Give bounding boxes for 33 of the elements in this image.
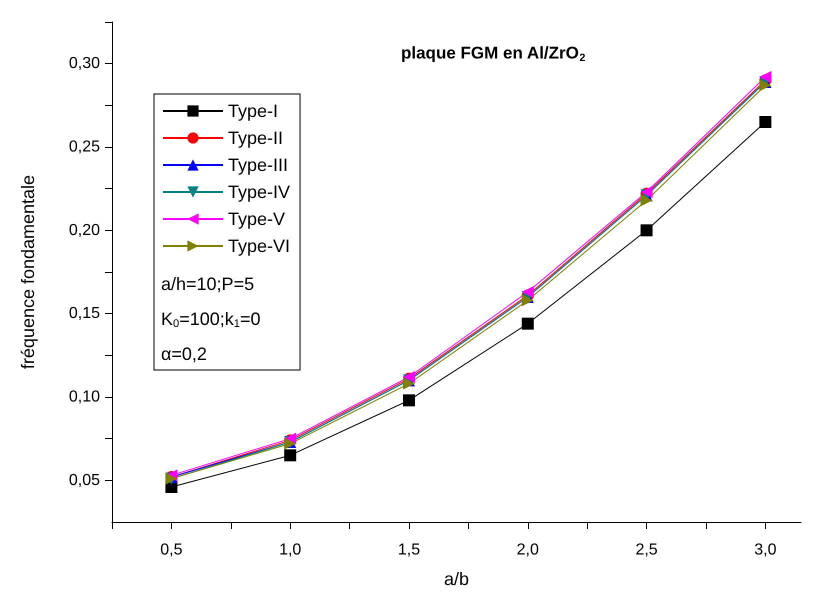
x-tick-label: 2,0 [516, 542, 539, 558]
y-tick-label: 0,30 [68, 55, 100, 72]
y-tick-label: 0,20 [68, 222, 100, 239]
point [759, 71, 772, 83]
point [522, 294, 534, 306]
legend-label: Type-V [228, 209, 286, 229]
point [522, 318, 534, 330]
x-tick-label: 1,5 [398, 542, 420, 558]
point [402, 394, 415, 406]
legend-label: Type-VI [228, 236, 290, 256]
point [640, 224, 653, 236]
x-tick-label: 0,5 [160, 542, 183, 558]
point [402, 378, 415, 390]
y-axis-title: fréquence fondamentale [18, 174, 38, 370]
y-tick-label: 0,05 [68, 472, 100, 489]
legend-label: Type-IV [228, 182, 290, 202]
x-axis-title: a/b [444, 569, 470, 589]
annotation: a/h=10;P=5 [161, 274, 254, 294]
point [640, 194, 653, 206]
point [759, 79, 772, 92]
x-tick-label: 1,0 [279, 542, 302, 558]
annotation: α=0,2 [161, 344, 207, 364]
y-tick-label: 0,15 [68, 305, 100, 322]
point [522, 286, 534, 298]
legend-label: Type-III [228, 155, 288, 175]
legend-label: Type-II [228, 128, 284, 148]
y-tick-label: 0,10 [68, 388, 100, 406]
point [284, 449, 296, 462]
y-tick-label: 0,25 [68, 138, 100, 156]
x-tick-label: 2,5 [635, 542, 658, 558]
legend-label: Type-I [228, 101, 278, 121]
point [759, 116, 772, 128]
x-tick-label: 3,0 [754, 542, 777, 558]
